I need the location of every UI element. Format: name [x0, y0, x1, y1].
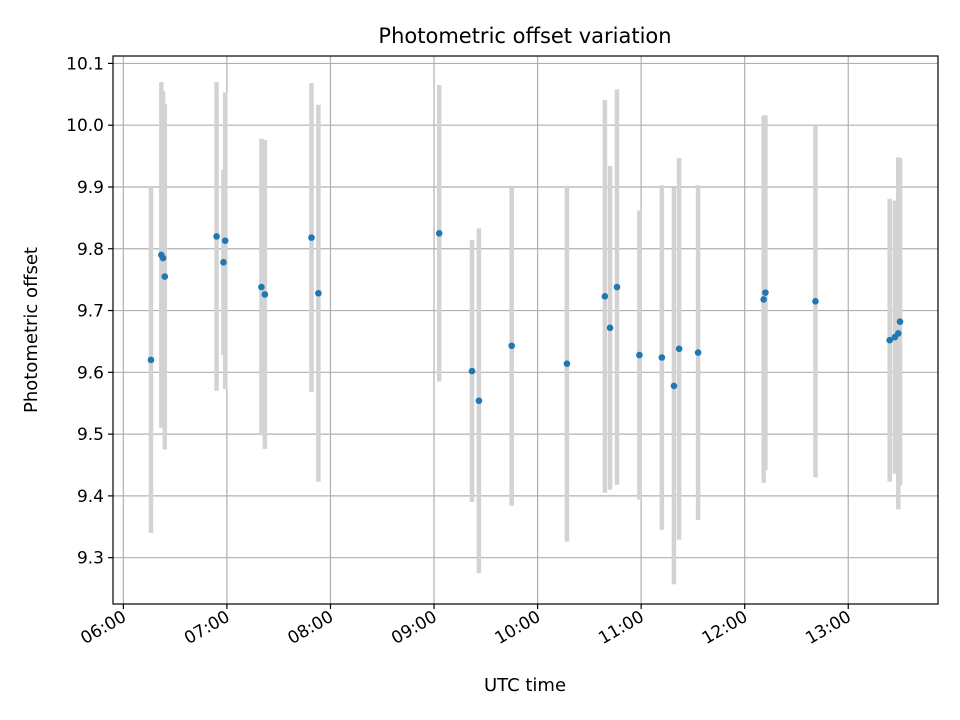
y-tick-label: 9.6 — [77, 363, 104, 383]
data-point — [468, 367, 476, 375]
data-points — [147, 230, 904, 405]
data-point — [435, 230, 443, 237]
grid — [113, 56, 938, 604]
data-point — [606, 324, 614, 332]
data-point — [220, 259, 227, 266]
y-axis-title: Photometric offset — [21, 247, 42, 413]
data-point — [221, 237, 229, 245]
y-tick-label: 9.9 — [77, 178, 104, 198]
y-tick-label: 9.3 — [77, 549, 104, 569]
data-point — [636, 351, 643, 359]
x-axis-title: UTC time — [484, 675, 566, 696]
data-point — [475, 397, 483, 405]
y-tick-label: 9.7 — [77, 302, 104, 322]
data-point — [315, 289, 322, 297]
data-point — [658, 354, 666, 361]
data-point — [675, 345, 683, 353]
data-point — [258, 283, 265, 291]
data-point — [895, 330, 902, 337]
data-point — [563, 360, 571, 367]
data-point — [613, 283, 621, 291]
data-point — [760, 296, 767, 303]
data-point — [886, 336, 893, 344]
y-tick-label: 10.0 — [66, 116, 104, 136]
y-axis: 9.3 9.4 9.5 9.6 9.7 9.8 9.9 10.0 10.1 — [66, 54, 113, 569]
data-point — [147, 356, 155, 364]
data-point — [896, 318, 904, 325]
data-point — [762, 289, 769, 296]
y-tick-label: 9.8 — [77, 240, 104, 260]
data-point — [812, 297, 819, 305]
y-tick-label: 10.1 — [66, 54, 104, 74]
data-point — [161, 273, 169, 280]
y-tick-label: 9.5 — [77, 425, 104, 445]
y-tick-label: 9.4 — [77, 487, 104, 507]
data-point — [601, 293, 609, 300]
data-point — [308, 234, 315, 241]
data-point — [694, 349, 702, 356]
data-point — [261, 291, 269, 298]
data-point — [213, 233, 220, 240]
data-point — [159, 254, 167, 262]
data-point — [508, 342, 515, 350]
plot-frame — [112, 55, 939, 605]
data-point — [670, 382, 678, 390]
chart-title: Photometric offset variation — [378, 24, 671, 48]
